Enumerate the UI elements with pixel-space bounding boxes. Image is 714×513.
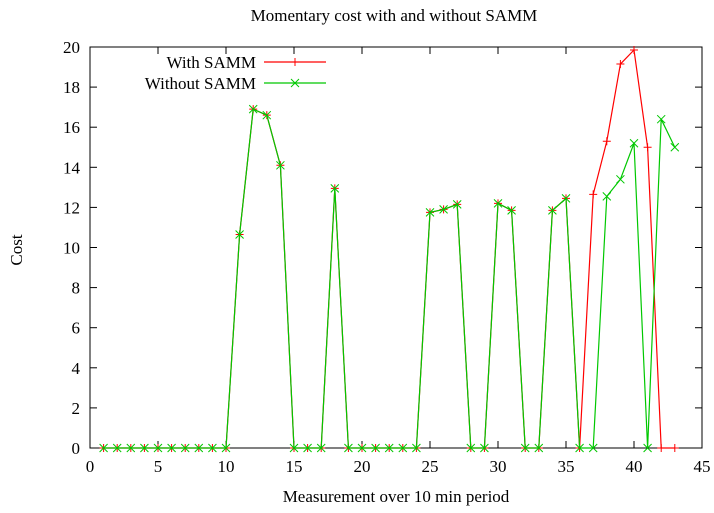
y-tick-label: 2 xyxy=(72,399,81,418)
cross-marker xyxy=(180,443,190,453)
cross-marker xyxy=(520,443,530,453)
cross-marker xyxy=(276,160,285,170)
cross-marker xyxy=(330,183,340,193)
y-tick-label: 0 xyxy=(72,439,81,458)
cross-marker xyxy=(643,443,652,453)
x-tick-label: 45 xyxy=(694,457,711,476)
x-tick-label: 5 xyxy=(154,457,163,476)
cross-marker xyxy=(616,174,625,184)
cross-marker xyxy=(384,443,394,453)
cross-marker xyxy=(548,206,557,215)
cross-marker xyxy=(262,110,272,120)
y-tick-label: 16 xyxy=(63,118,80,137)
cross-marker xyxy=(167,443,176,453)
cross-marker xyxy=(140,443,149,453)
cross-marker xyxy=(452,200,462,209)
cross-marker xyxy=(126,443,136,453)
plus-marker xyxy=(643,143,652,152)
cross-marker xyxy=(344,443,353,453)
cross-marker xyxy=(561,194,571,203)
cross-marker xyxy=(99,443,108,453)
cross-marker xyxy=(480,443,489,453)
y-tick-label: 14 xyxy=(63,158,81,177)
plus-marker xyxy=(616,60,625,69)
cross-marker xyxy=(290,78,300,88)
x-tick-label: 25 xyxy=(422,457,439,476)
legend: With SAMM Without SAMM xyxy=(145,53,326,93)
cross-marker xyxy=(112,443,122,453)
y-tick-label: 20 xyxy=(63,38,80,57)
cross-marker xyxy=(221,443,231,453)
x-tick-label: 0 xyxy=(86,457,95,476)
legend-label: With SAMM xyxy=(166,53,256,72)
cross-marker xyxy=(303,443,312,453)
cross-marker xyxy=(289,443,299,453)
x-tick-label: 10 xyxy=(218,457,235,476)
cross-marker xyxy=(629,138,639,148)
x-tick-label: 15 xyxy=(286,457,303,476)
cross-marker xyxy=(371,443,380,453)
y-tick-label: 8 xyxy=(72,279,81,298)
cross-marker xyxy=(493,199,503,208)
y-tick-label: 6 xyxy=(72,319,81,338)
cross-marker xyxy=(534,443,544,453)
cross-marker xyxy=(656,114,666,124)
y-tick-label: 10 xyxy=(63,239,80,258)
chart-title: Momentary cost with and without SAMM xyxy=(251,6,538,25)
x-tick-label: 35 xyxy=(558,457,575,476)
y-tick-label: 12 xyxy=(63,198,80,217)
cross-marker xyxy=(235,230,244,239)
legend-label: Without SAMM xyxy=(145,74,256,93)
cross-marker xyxy=(466,443,476,453)
plus-marker xyxy=(670,444,679,452)
cross-marker xyxy=(248,104,258,114)
cross-marker xyxy=(316,443,326,453)
y-tick-label: 4 xyxy=(72,359,81,378)
x-tick-label: 20 xyxy=(354,457,371,476)
cross-marker xyxy=(153,443,163,453)
cross-marker xyxy=(412,443,421,453)
plus-marker xyxy=(657,444,666,452)
series-with-samm xyxy=(99,46,679,452)
y-tick-label: 18 xyxy=(63,78,80,97)
y-axis-label: Cost xyxy=(7,234,26,265)
cross-marker xyxy=(208,443,217,453)
series-without-samm xyxy=(99,104,680,453)
plus-marker xyxy=(589,190,598,199)
plus-marker xyxy=(630,46,638,55)
cross-marker xyxy=(357,443,367,453)
x-axis-label: Measurement over 10 min period xyxy=(283,487,510,506)
series-layer xyxy=(99,46,680,453)
cross-marker xyxy=(439,205,448,214)
plot-frame xyxy=(89,46,703,449)
cross-marker xyxy=(588,443,598,453)
x-tick-label: 30 xyxy=(490,457,507,476)
cross-marker xyxy=(194,443,204,453)
series-line xyxy=(103,48,675,449)
plus-marker xyxy=(602,137,611,146)
cross-marker xyxy=(575,443,584,453)
cross-marker xyxy=(602,192,612,201)
axis-ticks: 0 5 10 15 20 25 30 35 40 45 0 2 4 6 8 10 12 14 16 18 20 xyxy=(63,38,711,476)
cross-marker xyxy=(398,443,408,453)
x-tick-label: 40 xyxy=(626,457,643,476)
cross-marker xyxy=(507,206,516,215)
cross-marker xyxy=(670,142,680,152)
cross-marker xyxy=(425,208,435,217)
plus-marker xyxy=(291,58,299,66)
